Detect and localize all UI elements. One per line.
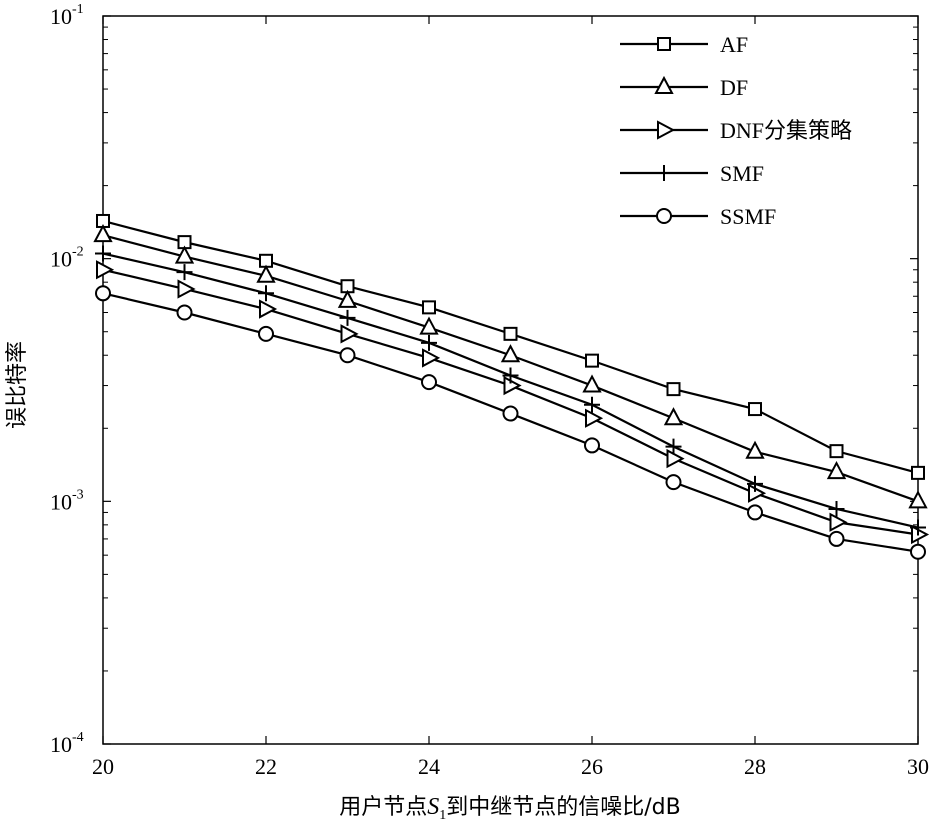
x-tick-label: 20 bbox=[92, 754, 114, 779]
marker-square bbox=[422, 300, 436, 315]
legend-item: DF bbox=[620, 75, 748, 100]
y-axis-title: 误比特率 bbox=[5, 341, 30, 429]
marker-triangle-right bbox=[340, 324, 359, 344]
y-tick-exponent: -1 bbox=[72, 2, 84, 17]
legend-item: AF bbox=[620, 32, 748, 57]
x-tick-label: 30 bbox=[907, 754, 929, 779]
marker-triangle-up bbox=[582, 374, 602, 393]
marker-triangle-up bbox=[663, 407, 684, 426]
marker-triangle-right bbox=[422, 348, 441, 368]
marker-circle bbox=[176, 304, 193, 321]
marker-triangle-up bbox=[826, 460, 847, 480]
legend: AF DF DNF分集策略 SMF SSMF bbox=[620, 32, 852, 229]
marker-plus bbox=[656, 165, 672, 181]
y-tick-base: 10 bbox=[50, 489, 72, 514]
marker-triangle-right bbox=[177, 279, 196, 299]
y-tick-base: 10 bbox=[50, 247, 72, 272]
marker-square bbox=[503, 326, 518, 341]
y-tick-exponent: -3 bbox=[72, 487, 84, 502]
series-SMF bbox=[95, 245, 926, 536]
marker-triangle-right bbox=[911, 524, 930, 545]
y-tick-label: 10-4 bbox=[50, 730, 84, 757]
series-DF bbox=[93, 224, 928, 509]
marker-triangle-right bbox=[259, 299, 278, 319]
y-tick-label: 10-2 bbox=[50, 245, 84, 272]
legend-label: SSMF bbox=[720, 204, 776, 229]
marker-plus bbox=[665, 438, 682, 455]
marker-square bbox=[829, 444, 844, 459]
marker-plus bbox=[176, 264, 193, 281]
x-axis-title-symbol: S bbox=[427, 794, 439, 820]
y-tick-label: 10-3 bbox=[50, 487, 84, 514]
marker-circle bbox=[656, 208, 672, 224]
marker-triangle-right bbox=[666, 448, 685, 469]
marker-triangle-right bbox=[503, 375, 522, 396]
marker-square bbox=[585, 353, 599, 368]
marker-circle bbox=[910, 543, 926, 560]
legend-item: SMF bbox=[620, 161, 764, 186]
marker-square bbox=[748, 402, 762, 417]
marker-square bbox=[666, 382, 681, 397]
marker-circle bbox=[828, 530, 845, 547]
marker-plus bbox=[95, 245, 111, 262]
marker-plus bbox=[339, 309, 356, 326]
marker-triangle-up bbox=[337, 289, 358, 308]
marker-triangle-up bbox=[174, 245, 195, 264]
marker-triangle-up bbox=[908, 490, 928, 509]
marker-plus bbox=[747, 475, 763, 492]
marker-plus bbox=[421, 334, 437, 351]
x-tick-label: 22 bbox=[255, 754, 277, 779]
marker-triangle-right bbox=[657, 120, 676, 140]
legend-item: SSMF bbox=[620, 204, 776, 229]
marker-plus bbox=[910, 519, 926, 536]
marker-triangle-right bbox=[829, 512, 848, 532]
y-tick-exponent: -4 bbox=[72, 730, 84, 745]
x-axis-title-subscript: 1 bbox=[439, 808, 446, 823]
legend-label: AF bbox=[720, 32, 748, 57]
marker-triangle-right bbox=[585, 408, 604, 428]
x-axis-title-suffix: 到中继节点的信噪比/dB bbox=[446, 795, 680, 820]
marker-plus bbox=[502, 367, 519, 384]
marker-triangle-up bbox=[93, 224, 113, 243]
legend-label: DF bbox=[720, 75, 748, 100]
series-layer bbox=[93, 213, 930, 560]
marker-circle bbox=[258, 325, 274, 342]
marker-plus bbox=[584, 396, 600, 413]
marker-circle bbox=[747, 504, 763, 521]
x-tick-label: 26 bbox=[581, 754, 603, 779]
marker-triangle-up bbox=[745, 440, 765, 459]
marker-triangle-up bbox=[419, 316, 439, 335]
marker-triangle-up bbox=[654, 75, 674, 94]
x-tick-label: 28 bbox=[744, 754, 766, 779]
x-tick-label: 24 bbox=[418, 754, 440, 779]
x-axis-title-prefix: 用户节点 bbox=[339, 795, 427, 820]
marker-circle bbox=[584, 437, 600, 454]
legend-label: DNF分集策略 bbox=[720, 118, 852, 143]
y-tick-exponent: -2 bbox=[72, 245, 84, 260]
marker-triangle-up bbox=[500, 344, 521, 363]
marker-triangle-up bbox=[256, 264, 276, 283]
series-DNF分集策略 bbox=[96, 260, 930, 545]
marker-triangle-right bbox=[96, 260, 115, 280]
marker-circle bbox=[665, 474, 682, 491]
marker-circle bbox=[502, 405, 519, 422]
legend-label: SMF bbox=[720, 161, 764, 186]
marker-plus bbox=[258, 285, 274, 302]
marker-plus bbox=[828, 500, 845, 517]
series-SSMF bbox=[95, 285, 926, 560]
marker-circle bbox=[95, 285, 111, 302]
marker-circle bbox=[339, 347, 356, 364]
marker-triangle-right bbox=[748, 483, 767, 503]
marker-square bbox=[657, 37, 671, 51]
y-tick-base: 10 bbox=[50, 4, 72, 29]
y-tick-base: 10 bbox=[50, 732, 72, 757]
marker-square bbox=[911, 465, 925, 480]
y-tick-label: 10-1 bbox=[50, 2, 84, 29]
legend-item: DNF分集策略 bbox=[620, 118, 852, 143]
x-axis-title: 用户节点S1到中继节点的信噪比/dB bbox=[339, 794, 681, 823]
marker-circle bbox=[421, 374, 437, 391]
